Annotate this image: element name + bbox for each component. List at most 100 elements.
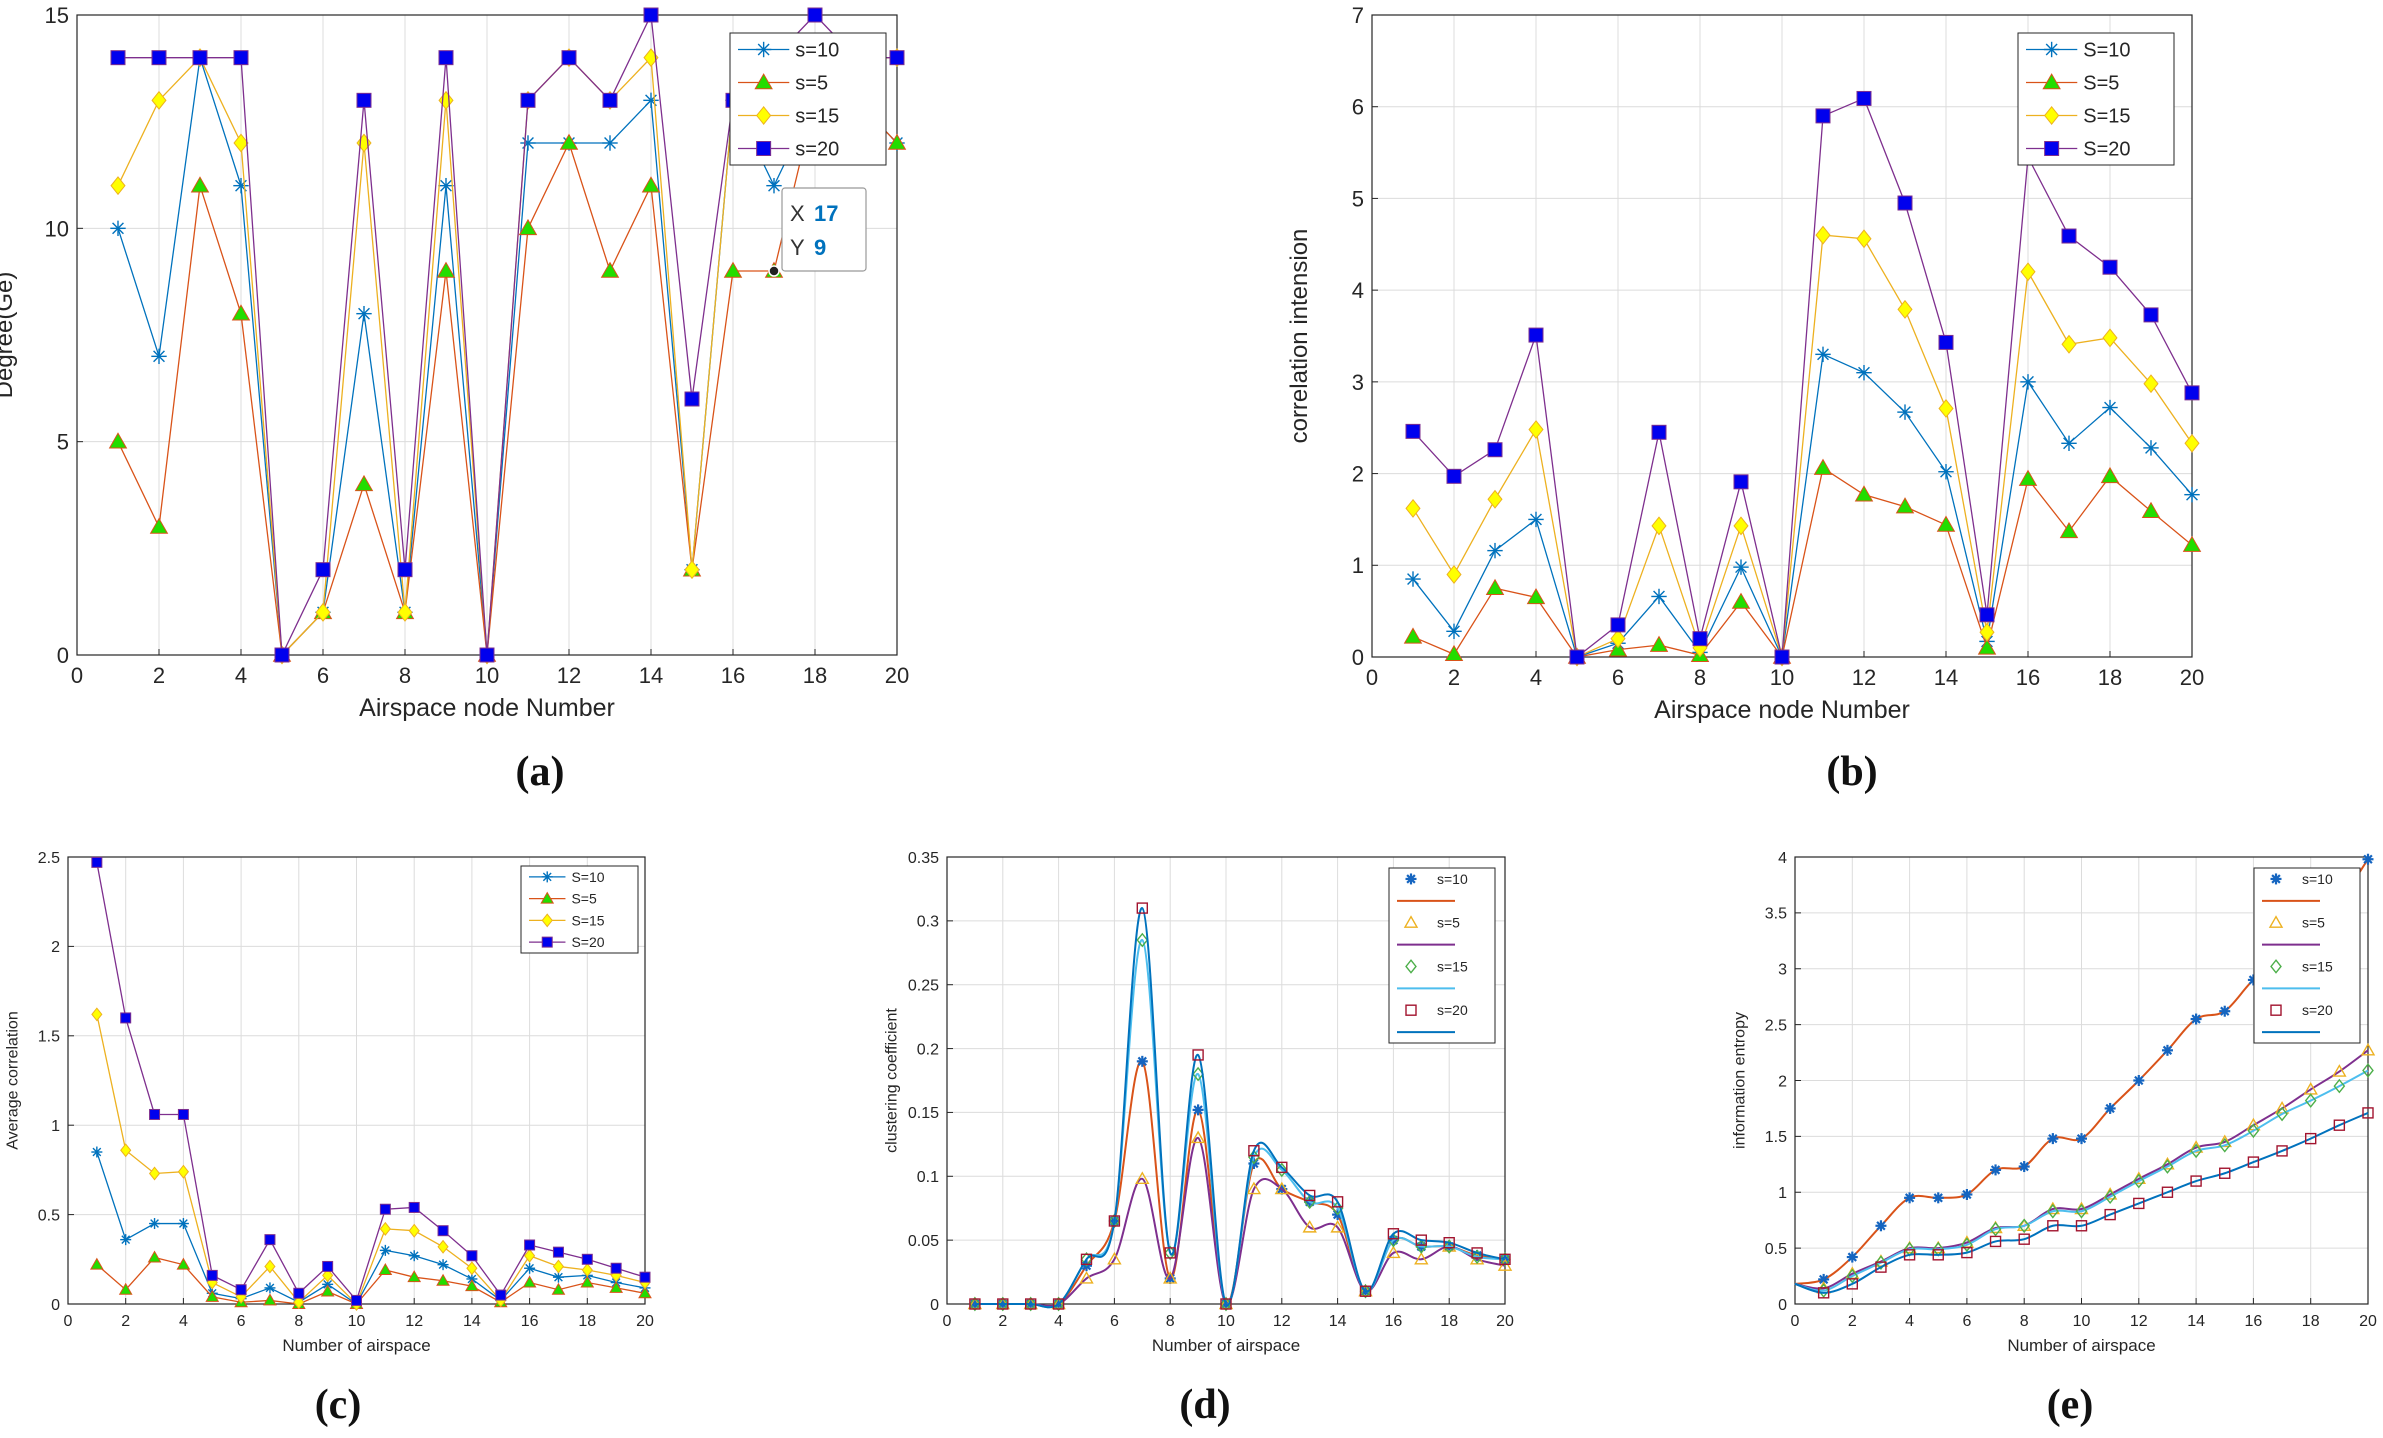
data-point [2332,1064,2347,1077]
legend-marker [2044,106,2060,125]
data-point [2304,1132,2317,1145]
data-point [110,50,126,66]
data-point [559,133,579,150]
data-point [1897,299,1913,319]
legend-marker [2270,959,2282,974]
data-point [2184,385,2200,401]
data-point [1446,623,1462,640]
data-point [1897,404,1913,420]
data-point [1386,1245,1401,1259]
legend-label: s=10 [2302,871,2333,887]
y-tick-label: 1.5 [1765,1129,1787,1146]
series-line [1412,234,2193,658]
data-point [2219,1167,2231,1179]
datatip[interactable]: X 17 Y 9 [768,187,867,277]
series-line [1412,353,2193,660]
data-point [437,1239,449,1254]
data-point [2133,1197,2145,1210]
data-point [149,1108,161,1120]
x-tick-label: 10 [348,1313,366,1330]
legend-marker [541,871,553,883]
data-point [149,517,169,534]
legend-label: s=20 [1437,1002,1468,1018]
series-S=20 [1405,90,2200,665]
x-tick-label: 14 [2187,1313,2205,1330]
data-point [177,1218,189,1230]
data-point [264,1282,276,1294]
datatip-y-label: Y [790,235,805,260]
data-point [2217,1134,2232,1148]
data-point [552,1246,564,1258]
data-point [322,1268,334,1283]
data-point [1875,1261,1887,1273]
data-point [641,176,661,193]
data-point [91,1146,103,1158]
legend-marker [2042,73,2061,90]
y-tick-label: 3 [1778,962,1787,979]
data-point [1895,497,1915,514]
data-point [322,1260,334,1272]
data-point [436,261,456,278]
data-point [522,1275,537,1288]
data-point [581,1253,593,1265]
data-point [120,1143,132,1158]
data-point [561,50,577,66]
data-point [1692,631,1708,647]
series-s=20 [1794,1107,2374,1299]
data-point [148,1166,161,1181]
panel-a: 0 2 4 6 8 10 12 14 16 18 20 0 5 10 15 Airspace node Num… [0,3,909,795]
data-point [600,261,620,278]
data-point [110,176,126,196]
data-point [2218,1137,2231,1153]
x-tick-label: 16 [1385,1313,1403,1330]
data-point [2141,501,2161,518]
x-tick-label: 20 [1496,1313,1514,1330]
series-S=5 [89,1250,652,1309]
x-axis-label: Number of airspace [2007,1336,2155,1355]
data-point [643,7,659,23]
y-tick-label: 0.1 [917,1169,939,1186]
legend-item: s=10 [738,40,839,62]
legend-marker [755,41,772,58]
data-point [889,50,905,66]
data-point [354,474,374,492]
y-tick-label: 5 [1352,186,1364,211]
legend-marker [2270,1004,2282,1016]
panel-caption: (a) [516,749,565,795]
data-point [351,1294,362,1306]
data-point [1651,588,1667,605]
legend-label: S=20 [571,934,604,950]
y-tick-label: 6 [1352,95,1364,120]
y-tick-label: 0.05 [908,1233,939,1250]
series-line [1794,1069,2369,1292]
legend-item: S=15 [529,912,605,928]
data-point [378,1263,393,1276]
data-point [581,1263,593,1278]
y-tick-label: 5 [57,430,69,455]
x-tick-label: 6 [237,1313,246,1330]
y-tick-label: 0.5 [1765,1241,1787,1258]
data-point [1220,1298,1232,1310]
legend-item: s=15 [2262,958,2333,990]
data-point [264,1259,276,1274]
data-point [407,1270,422,1283]
data-point [684,560,700,580]
y-tick-label: 10 [45,216,69,241]
data-point [235,1284,247,1296]
ticks: 0 2 4 6 8 10 12 14 16 18 20 0 5 10 15 [45,3,910,688]
x-tick-label: 16 [2245,1313,2263,1330]
legend: s=10 s=5 s=15 s=20 [2253,867,2361,1044]
ticks: 0 2 4 6 8 10 12 14 16 18 20 0 0.5 1 1.5 2 2.5 3 3.5 4 [1765,850,2377,1330]
data-point [2104,1102,2116,1114]
x-tick-label: 18 [2098,665,2122,690]
data-point [2247,1156,2260,1168]
y-tick-label: 3.5 [1765,906,1787,923]
data-point [2276,1106,2288,1122]
legend-label: S=5 [2083,73,2119,95]
x-tick-label: 2 [1448,665,1460,690]
data-point [1733,559,1749,575]
data-point [379,1221,391,1236]
data-point [2161,1044,2173,1056]
data-point [1813,458,1833,475]
legend-item: s=5 [1397,915,1460,946]
